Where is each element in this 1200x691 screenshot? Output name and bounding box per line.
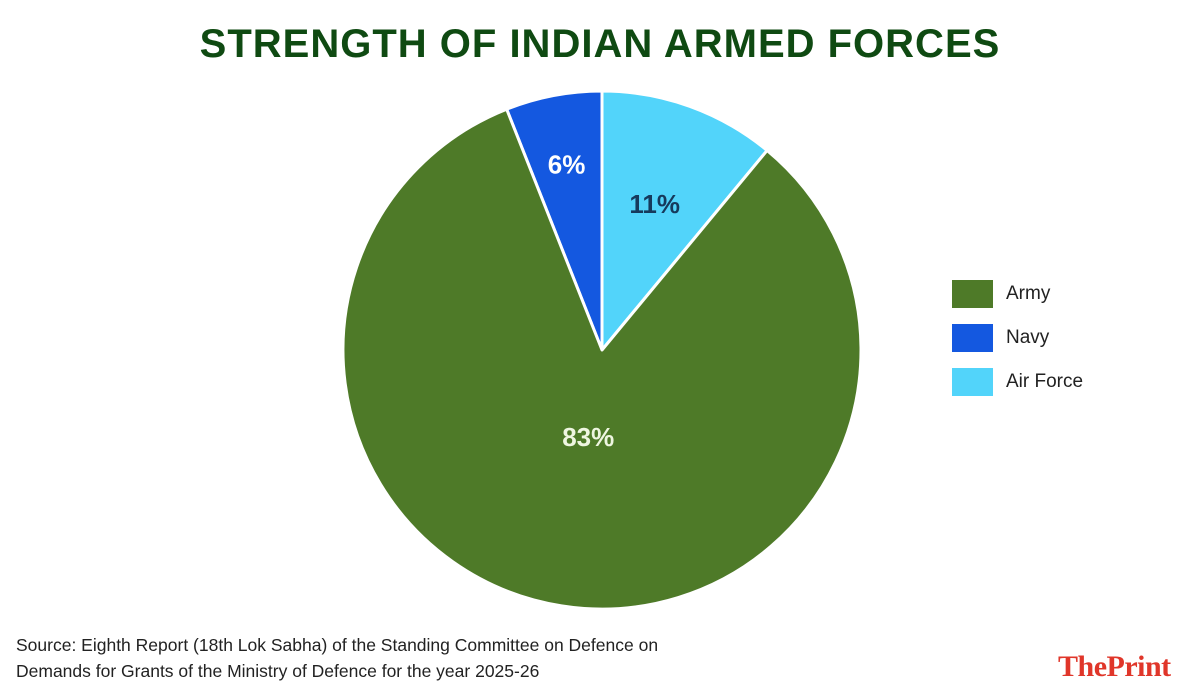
legend-swatch-army	[952, 280, 993, 308]
pie-label-navy: 6%	[548, 149, 586, 179]
theprint-logo: ThePrint	[1058, 650, 1171, 683]
chart-title: STRENGTH OF INDIAN ARMED FORCES	[199, 22, 1001, 66]
legend-item-navy: Navy	[952, 323, 1083, 353]
pie-label-air-force: 11%	[629, 189, 680, 219]
legend-label-army: Army	[1006, 283, 1051, 304]
source-note: Source: Eighth Report (18th Lok Sabha) o…	[16, 632, 658, 684]
pie-label-army: 83%	[562, 422, 614, 452]
legend-item-air-force: Air Force	[952, 367, 1083, 397]
source-line-2: Demands for Grants of the Ministry of De…	[16, 661, 540, 681]
legend-label-navy: Navy	[1006, 327, 1050, 348]
legend: Army Navy Air Force	[952, 279, 1083, 411]
legend-swatch-air-force	[952, 368, 993, 396]
pie-slice-air-force	[600, 89, 769, 352]
source-line-1: Source: Eighth Report (18th Lok Sabha) o…	[16, 635, 659, 655]
legend-item-army: Army	[952, 279, 1083, 309]
legend-swatch-navy	[952, 324, 993, 352]
pie-slice-army	[341, 107, 863, 611]
legend-label-air-force: Air Force	[1006, 371, 1084, 392]
